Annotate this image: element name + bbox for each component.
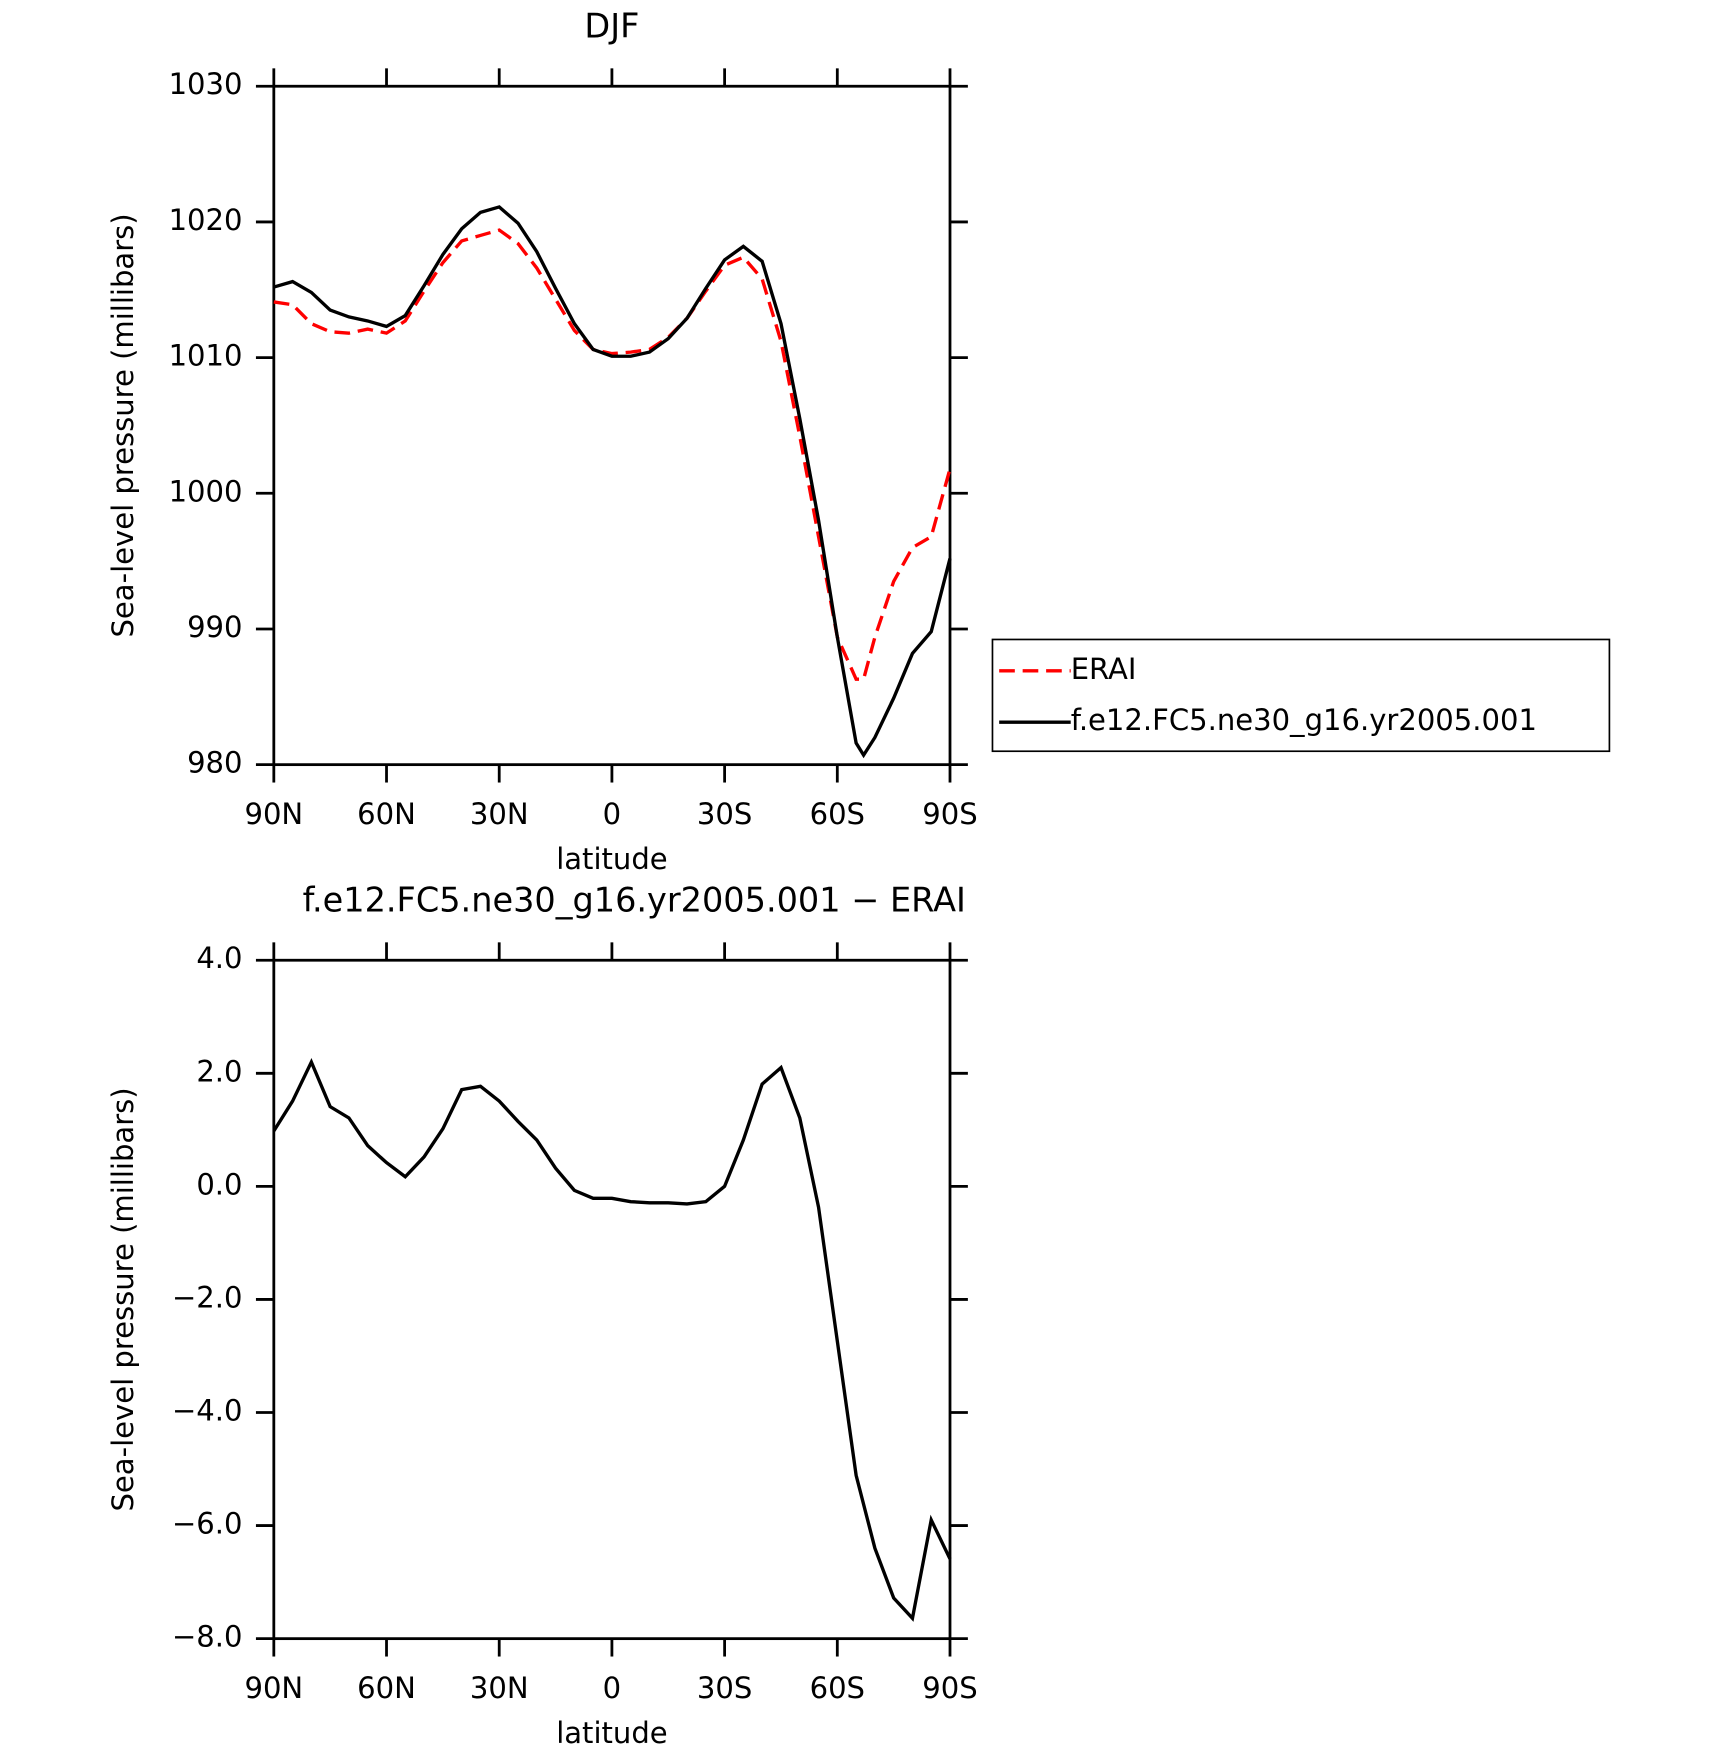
x-tick-label: 90S <box>922 797 977 831</box>
x-axis-label: latitude <box>556 1716 667 1745</box>
y-tick-label: 1010 <box>169 339 243 373</box>
plot-frame <box>272 84 952 767</box>
x-tick-label: 90S <box>922 1671 977 1705</box>
plot-frame <box>272 958 952 1641</box>
x-tick-label: 90N <box>244 1671 303 1705</box>
y-tick-label: 4.0 <box>196 941 242 975</box>
y-tick-label: 0.0 <box>196 1167 242 1201</box>
legend-label: ERAI <box>1071 652 1137 686</box>
y-tick-label: 1000 <box>169 474 243 508</box>
chart-title: DJF <box>584 7 639 46</box>
legend-label: f.e12.FC5.ne30_g16.yr2005.001 <box>1071 703 1537 737</box>
x-tick-label: 60S <box>810 797 865 831</box>
chart: DJF 980 990 1000 1010 1020 1030 90N 60N 30N 0 30S 60… <box>106 7 1611 876</box>
y-axis-label: Sea-level pressure (millibars) <box>106 1087 140 1511</box>
y-axis-label: Sea-level pressure (millibars) <box>106 213 140 637</box>
legend-box <box>991 638 1611 753</box>
x-tick-label: 60N <box>357 1671 416 1705</box>
y-tick-label: 1030 <box>169 67 243 101</box>
x-tick-label: 60N <box>357 797 416 831</box>
x-axis-label: latitude <box>556 842 667 876</box>
x-tick-label: 90N <box>244 797 303 831</box>
data-line <box>273 205 952 759</box>
y-tick-label: 2.0 <box>196 1054 242 1088</box>
y-tick-label: 990 <box>187 610 242 644</box>
x-tick-label: 60S <box>810 1671 865 1705</box>
chart-title: f.e12.FC5.ne30_g16.yr2005.001 − ERAI <box>303 881 966 920</box>
x-tick-label: 30S <box>697 797 752 831</box>
data-line <box>273 228 952 681</box>
x-tick-label: 30N <box>470 797 529 831</box>
y-tick-label: −2.0 <box>172 1280 243 1314</box>
y-tick-label: 1020 <box>169 203 243 237</box>
x-tick-label: 0 <box>603 1671 621 1705</box>
x-tick-label: 0 <box>603 797 621 831</box>
y-tick-label: −6.0 <box>172 1507 243 1541</box>
y-tick-label: 980 <box>187 746 242 780</box>
x-tick-label: 30N <box>470 1671 529 1705</box>
chart: f.e12.FC5.ne30_g16.yr2005.001 − ERAI −8.0… <box>106 881 978 1745</box>
data-line <box>272 1057 952 1622</box>
y-tick-label: −8.0 <box>172 1620 243 1654</box>
x-tick-label: 30S <box>697 1671 752 1705</box>
y-tick-label: −4.0 <box>172 1394 243 1428</box>
